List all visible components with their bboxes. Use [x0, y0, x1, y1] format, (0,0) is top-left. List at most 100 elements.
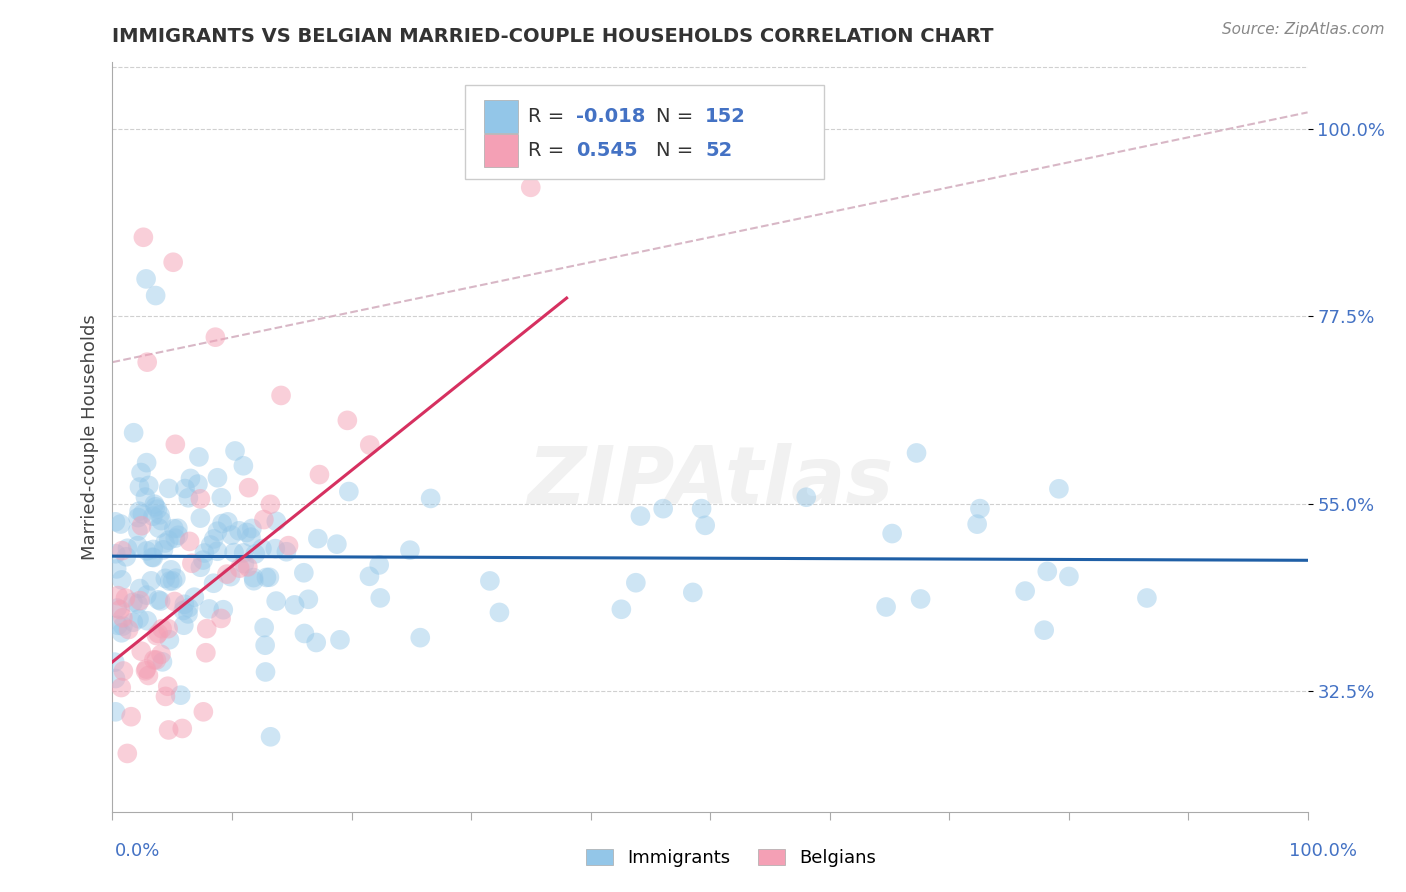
- Point: [157, 723, 180, 737]
- Point: [232, 546, 254, 560]
- Point: [135, 456, 157, 470]
- Text: -0.018: -0.018: [576, 107, 645, 126]
- Point: [794, 490, 817, 504]
- Point: [150, 648, 173, 662]
- Point: [277, 539, 299, 553]
- Point: [183, 590, 205, 604]
- Point: [117, 747, 139, 761]
- Point: [129, 466, 152, 480]
- Point: [141, 550, 163, 565]
- Point: [111, 573, 134, 587]
- Point: [135, 272, 157, 286]
- Point: [122, 595, 145, 609]
- Point: [270, 388, 292, 402]
- Point: [329, 632, 352, 647]
- Point: [111, 611, 134, 625]
- Point: [1047, 482, 1070, 496]
- Point: [107, 589, 129, 603]
- Point: [128, 582, 150, 596]
- Point: [127, 524, 149, 538]
- Point: [209, 491, 232, 505]
- Point: [145, 288, 167, 302]
- Point: [236, 559, 259, 574]
- Point: [254, 570, 277, 584]
- Point: [242, 571, 264, 585]
- Y-axis label: Married-couple Households: Married-couple Households: [80, 314, 98, 560]
- Point: [138, 668, 160, 682]
- Point: [141, 574, 163, 588]
- Point: [179, 534, 201, 549]
- Point: [276, 545, 298, 559]
- Point: [690, 501, 713, 516]
- Point: [129, 644, 152, 658]
- Point: [264, 594, 287, 608]
- Point: [165, 437, 187, 451]
- Point: [104, 705, 127, 719]
- Point: [875, 599, 897, 614]
- Point: [145, 653, 167, 667]
- Point: [294, 626, 316, 640]
- Point: [259, 730, 281, 744]
- Text: Source: ZipAtlas.com: Source: ZipAtlas.com: [1222, 22, 1385, 37]
- Point: [240, 521, 263, 535]
- Point: [336, 413, 359, 427]
- Point: [114, 591, 136, 606]
- Point: [610, 602, 633, 616]
- Point: [127, 539, 149, 553]
- Point: [682, 585, 704, 599]
- Point: [368, 591, 391, 605]
- Point: [969, 501, 991, 516]
- Point: [180, 556, 202, 570]
- Point: [254, 665, 277, 679]
- Legend: Immigrants, Belgians: Immigrants, Belgians: [579, 841, 883, 874]
- Point: [132, 230, 155, 244]
- Point: [157, 533, 180, 548]
- Point: [695, 518, 717, 533]
- Point: [337, 484, 360, 499]
- Point: [243, 574, 266, 588]
- Point: [166, 521, 188, 535]
- Point: [128, 612, 150, 626]
- Point: [142, 653, 165, 667]
- Point: [198, 602, 221, 616]
- Point: [326, 537, 349, 551]
- Point: [207, 471, 229, 485]
- Point: [193, 705, 215, 719]
- Point: [905, 446, 928, 460]
- Point: [162, 574, 184, 588]
- Point: [193, 546, 215, 560]
- Point: [190, 560, 212, 574]
- Point: [110, 625, 132, 640]
- Point: [143, 497, 166, 511]
- Point: [212, 603, 235, 617]
- Point: [630, 509, 652, 524]
- Point: [157, 632, 180, 647]
- Point: [359, 438, 381, 452]
- Point: [399, 543, 422, 558]
- Point: [115, 549, 138, 564]
- Point: [149, 594, 172, 608]
- Point: [127, 597, 149, 611]
- Point: [1033, 623, 1056, 637]
- Text: IMMIGRANTS VS BELGIAN MARRIED-COUPLE HOUSEHOLDS CORRELATION CHART: IMMIGRANTS VS BELGIAN MARRIED-COUPLE HOU…: [112, 27, 994, 45]
- Point: [162, 255, 184, 269]
- Point: [142, 509, 165, 524]
- Point: [209, 611, 232, 625]
- Text: 152: 152: [706, 107, 747, 126]
- Point: [219, 569, 242, 583]
- Text: ZIPAtlas: ZIPAtlas: [527, 443, 893, 521]
- Point: [177, 607, 200, 621]
- Point: [188, 511, 211, 525]
- Point: [111, 619, 134, 633]
- Point: [191, 553, 214, 567]
- Point: [160, 563, 183, 577]
- Point: [104, 672, 127, 686]
- Point: [264, 541, 287, 556]
- Point: [148, 626, 170, 640]
- Point: [194, 646, 217, 660]
- Point: [297, 592, 319, 607]
- Point: [254, 638, 277, 652]
- Point: [215, 567, 238, 582]
- Point: [146, 502, 169, 516]
- Point: [292, 566, 315, 580]
